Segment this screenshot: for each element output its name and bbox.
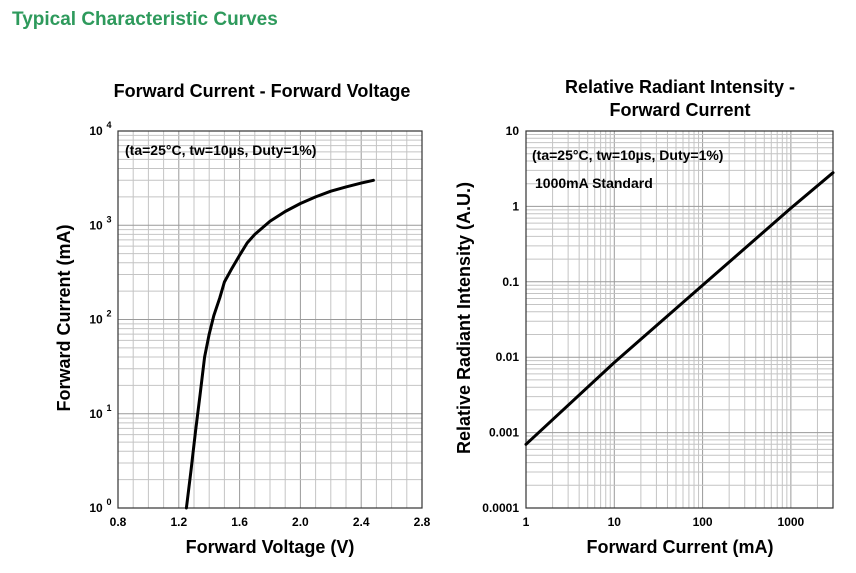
chart1-y-tick-exponent: 1 <box>106 403 111 413</box>
chart-relative-intensity-vs-current: Relative Radiant Intensity - Forward Cur… <box>454 77 835 557</box>
chart2-y-tick-label: 0.1 <box>502 275 519 289</box>
chart1-y-tick-label: 10 <box>89 124 103 138</box>
chart1-y-tick-exponent: 2 <box>106 309 111 319</box>
chart2-annotation: (ta=25°C, tw=10µs, Duty=1%) <box>532 147 723 163</box>
chart2-title-line1: Relative Radiant Intensity - <box>565 77 795 97</box>
chart1-y-tick-label: 10 <box>89 313 103 327</box>
chart2-y-tick-label: 10 <box>506 124 520 138</box>
chart-forward-current-vs-voltage: Forward Current - Forward Voltage 0.8 1.2… <box>54 81 431 557</box>
chart1-x-tick-label: 2.4 <box>353 515 370 529</box>
chart2-x-tick-label: 1 <box>523 515 530 529</box>
chart2-x-axis-label: Forward Current (mA) <box>586 537 773 557</box>
chart1-x-tick-label: 1.2 <box>170 515 187 529</box>
chart2-axes <box>525 130 834 509</box>
chart1-x-tick-label: 1.6 <box>231 515 248 529</box>
chart1-series <box>184 178 375 510</box>
chart2-y-tick-label: 0.001 <box>489 426 519 440</box>
chart2-y-tick-label: 0.01 <box>496 350 520 364</box>
chart1-axes <box>117 130 423 509</box>
chart1-y-tick-exponent: 3 <box>106 214 111 224</box>
chart1-x-tick-label: 0.8 <box>110 515 127 529</box>
chart2-y-axis-label: Relative Radiant Intensity (A.U.) <box>454 182 474 454</box>
chart1-series-line <box>184 178 375 510</box>
chart2-y-tick-label: 0.0001 <box>482 501 519 515</box>
chart1-y-tick-label: 10 <box>89 501 103 515</box>
chart1-plot-frame <box>117 130 423 509</box>
chart2-title-line2: Forward Current <box>609 100 750 120</box>
chart1-y-tick-exponent: 0 <box>106 497 111 507</box>
chart2-grid <box>525 131 834 509</box>
chart1-y-tick-label: 10 <box>89 218 103 232</box>
chart1-grid <box>117 131 423 509</box>
chart2-x-tick-label: 100 <box>693 515 713 529</box>
page-title: Typical Characteristic Curves <box>12 9 278 30</box>
chart1-y-tick-label: 10 <box>89 407 103 421</box>
chart1-title: Forward Current - Forward Voltage <box>114 81 411 101</box>
chart1-x-axis-label: Forward Voltage (V) <box>186 537 355 557</box>
chart1-y-axis-label: Forward Current (mA) <box>54 224 74 411</box>
chart2-plot-frame <box>525 130 834 509</box>
chart1-x-tick-label: 2.0 <box>292 515 309 529</box>
chart2-y-tick-label: 1 <box>512 199 519 213</box>
chart2-annotation-standard: 1000mA Standard <box>535 175 653 191</box>
chart2-x-tick-label: 10 <box>608 515 622 529</box>
chart2-tick-labels: 1 10 100 1000 0.0001 0.001 0.01 0.1 1 10 <box>482 124 804 529</box>
chart1-x-tick-label: 2.8 <box>414 515 431 529</box>
chart2-series-line <box>524 171 835 446</box>
chart2-series <box>524 171 835 446</box>
chart1-annotation: (ta=25°C, tw=10µs, Duty=1%) <box>125 142 316 158</box>
chart2-x-tick-label: 1000 <box>778 515 805 529</box>
chart1-y-tick-exponent: 4 <box>106 120 111 130</box>
